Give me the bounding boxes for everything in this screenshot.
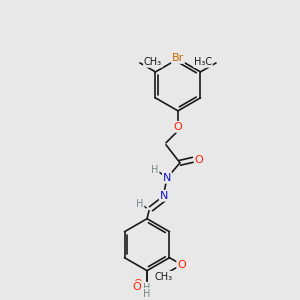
- Text: O: O: [177, 260, 186, 270]
- Text: H: H: [143, 289, 151, 298]
- Text: O: O: [174, 122, 182, 132]
- Text: O: O: [195, 155, 203, 165]
- Text: Br: Br: [172, 53, 184, 63]
- Text: O: O: [134, 279, 142, 289]
- Text: H: H: [151, 165, 159, 175]
- Text: CH₃: CH₃: [144, 57, 162, 67]
- Text: H: H: [143, 283, 151, 292]
- Text: H₃C: H₃C: [194, 57, 212, 67]
- Text: CH₃: CH₃: [154, 272, 173, 282]
- Text: H: H: [136, 199, 144, 209]
- Text: O: O: [133, 282, 141, 292]
- Text: N: N: [163, 173, 171, 183]
- Text: N: N: [160, 191, 168, 201]
